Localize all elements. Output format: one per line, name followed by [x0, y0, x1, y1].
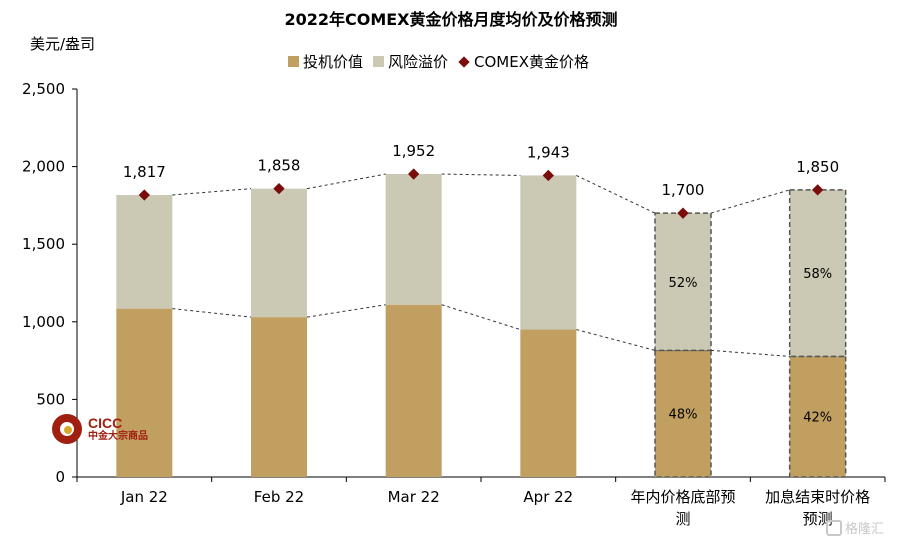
price-label: 1,952 [392, 142, 435, 160]
bar-investment [116, 308, 173, 477]
legend-label-risk-premium: 风险溢价 [388, 53, 449, 71]
price-marker [812, 184, 824, 196]
segment-label-risk-premium: 58% [803, 267, 832, 282]
y-tick-label: 2,500 [22, 80, 65, 98]
price-label: 1,858 [258, 157, 301, 175]
x-tick-label: 测 [675, 510, 690, 528]
connector-investment [576, 329, 656, 351]
connector-investment [306, 304, 386, 318]
bar-risk-premium [116, 195, 173, 309]
y-tick-label: 1,000 [22, 313, 65, 331]
segment-label-investment: 48% [669, 408, 698, 423]
x-tick-label: Mar 22 [388, 488, 440, 506]
bar-investment [520, 329, 577, 477]
price-label: 1,700 [662, 181, 705, 199]
connector-top [172, 188, 252, 196]
x-tick-label: 加息结束时价格 [765, 488, 870, 506]
y-tick-label: 500 [36, 390, 65, 408]
price-marker [408, 168, 420, 180]
y-tick-label: 1,500 [22, 235, 65, 253]
bar-risk-premium [788, 189, 847, 358]
chart-title: 2022年COMEX黄金价格月度均价及价格预测 [284, 10, 618, 29]
bar-investment [788, 355, 847, 478]
connector-investment [172, 308, 252, 318]
watermark-logo-icon [826, 519, 842, 536]
connector-investment [441, 304, 521, 331]
x-tick-label: 年内价格底部预 [630, 488, 735, 506]
price-label: 1,817 [123, 163, 166, 181]
bar-risk-premium [385, 174, 442, 305]
price-label: 1,850 [796, 158, 839, 176]
x-tick-label: Jan 22 [120, 488, 168, 506]
bar-risk-premium [251, 188, 307, 318]
connector-top [576, 174, 656, 214]
x-tick-label: 预测 [803, 510, 833, 528]
y-tick-label: 2,000 [22, 158, 65, 176]
logo-name: CICC [88, 414, 123, 431]
legend-item-risk-premium: 风险溢价 [373, 51, 448, 72]
segment-label-investment: 42% [803, 411, 832, 426]
chart-legend: 投机价值 风险溢价 COMEX黄金价格 [288, 51, 599, 72]
bar-risk-premium [520, 175, 577, 330]
connector-investment [710, 349, 790, 357]
bar-investment [654, 349, 712, 478]
connector-top [306, 173, 386, 190]
price-marker [273, 182, 285, 195]
legend-label-investment: 投机价值 [303, 53, 364, 71]
segment-label-risk-premium: 52% [669, 276, 698, 291]
cicc-logo: CICC 中金大宗商品 [52, 414, 148, 444]
watermark: 格隆汇 [826, 518, 884, 537]
logo-subtitle: 中金大宗商品 [88, 431, 148, 443]
price-marker [138, 189, 150, 201]
price-marker [542, 169, 554, 182]
bar-investment [251, 317, 307, 477]
connector-top [710, 189, 790, 214]
price-label: 1,943 [527, 143, 570, 161]
legend-item-price: COMEX黄金价格 [458, 51, 589, 72]
watermark-text: 格隆汇 [845, 522, 885, 537]
cicc-logo-icon [52, 414, 82, 444]
y-tick-label: 0 [55, 468, 65, 486]
legend-swatch-investment [288, 56, 299, 67]
bar-risk-premium [654, 212, 712, 352]
y-axis-unit-label: 美元/盎司 [30, 35, 96, 53]
connector-top [441, 173, 521, 176]
legend-swatch-risk-premium [373, 56, 385, 67]
x-tick-label: Apr 22 [523, 488, 573, 506]
legend-label-price: COMEX黄金价格 [474, 53, 590, 71]
bar-investment [385, 304, 442, 477]
legend-item-investment: 投机价值 [288, 51, 363, 72]
price-marker [677, 207, 689, 219]
x-tick-label: Feb 22 [254, 488, 304, 506]
